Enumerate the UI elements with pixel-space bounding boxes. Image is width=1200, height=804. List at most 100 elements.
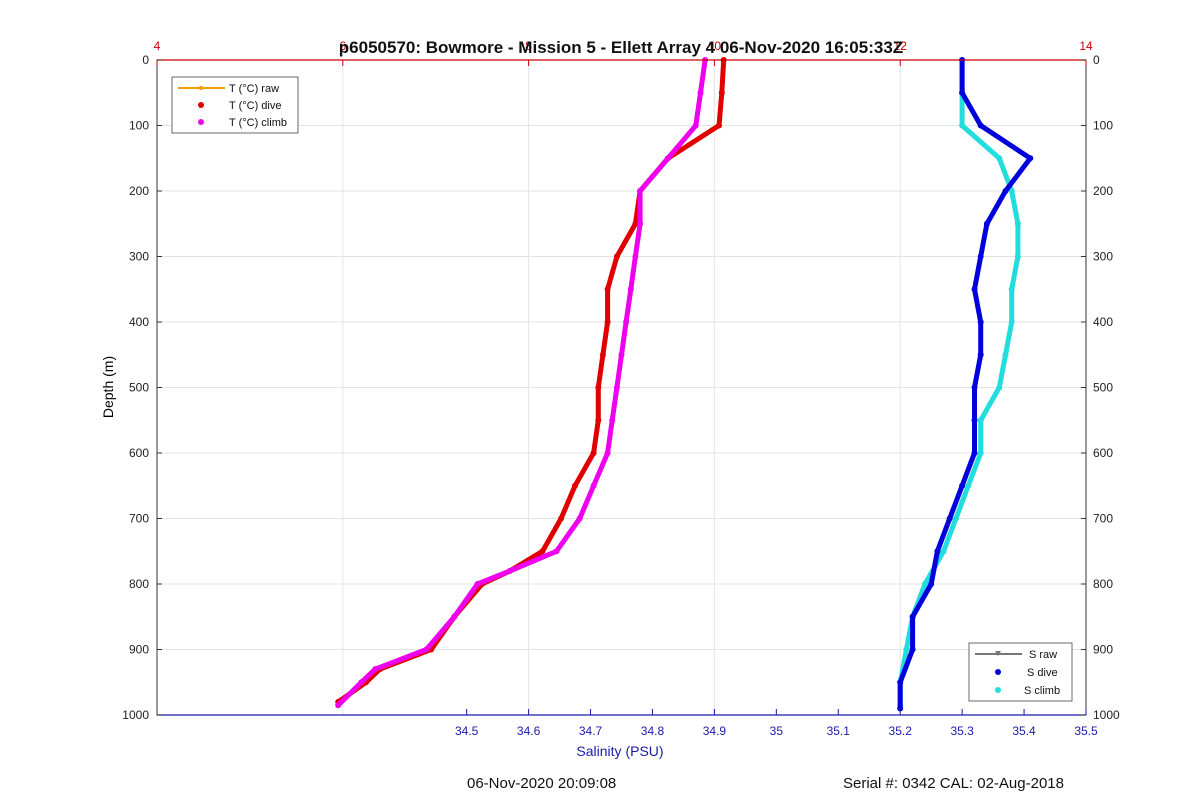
y-tick-label-left: 0 bbox=[142, 53, 149, 67]
y-tick-label-left: 700 bbox=[129, 512, 149, 526]
data-point bbox=[623, 319, 630, 325]
data-point bbox=[665, 155, 671, 162]
top-axis-ticks: 4 6 8 10 12 14 bbox=[154, 39, 1093, 66]
data-point bbox=[977, 319, 984, 325]
data-point bbox=[977, 253, 984, 260]
data-point bbox=[977, 417, 984, 424]
top-tick-label: 10 bbox=[708, 39, 722, 53]
bottom-tick-label: 34.5 bbox=[455, 724, 479, 738]
y-tick-label-left: 100 bbox=[129, 119, 149, 133]
data-point bbox=[697, 89, 704, 96]
data-point bbox=[595, 417, 602, 424]
data-point bbox=[1014, 253, 1021, 260]
data-point bbox=[590, 450, 597, 456]
y-axis-label: Depth (m) bbox=[100, 356, 116, 418]
data-point bbox=[595, 384, 602, 391]
y-tick-label-left: 800 bbox=[129, 577, 149, 591]
data-point bbox=[977, 351, 984, 358]
legend-salinity-box bbox=[968, 642, 1073, 702]
legend-s-climb-marker bbox=[995, 687, 1001, 693]
bottom-axis-ticks: 34.5 34.6 34.7 34.8 34.9 35 35.1 35.2 35.3 35.4 35… bbox=[455, 709, 1098, 738]
y-tick-label-right: 1000 bbox=[1093, 708, 1120, 722]
y-tick-label-left: 300 bbox=[129, 250, 149, 264]
data-point bbox=[599, 351, 606, 358]
data-point bbox=[632, 220, 639, 227]
bottom-tick-label: 35.3 bbox=[950, 724, 974, 738]
top-tick-label: 4 bbox=[154, 39, 161, 53]
data-point bbox=[609, 417, 616, 424]
data-point bbox=[604, 319, 611, 325]
legend-s-dive-label: S dive bbox=[1027, 667, 1058, 679]
data-point bbox=[553, 548, 560, 555]
legend-temperature-box bbox=[171, 76, 299, 134]
top-tick-label: 12 bbox=[894, 39, 908, 53]
y-tick-label-right: 200 bbox=[1093, 184, 1113, 198]
data-point bbox=[959, 482, 966, 489]
data-point bbox=[971, 417, 978, 424]
legend-t-raw-label: T (°C) raw bbox=[229, 83, 279, 95]
y-tick-label-left: 1000 bbox=[122, 708, 149, 722]
bottom-tick-label: 35.5 bbox=[1074, 724, 1098, 738]
y-tick-label-right: 800 bbox=[1093, 577, 1113, 591]
data-point bbox=[996, 384, 1003, 391]
data-point bbox=[637, 220, 644, 227]
data-point bbox=[909, 646, 916, 653]
legend-temperature: T (°C) raw T (°C) dive T (°C) climb bbox=[171, 76, 299, 134]
data-point bbox=[627, 286, 634, 293]
data-point bbox=[1008, 188, 1015, 194]
top-tick-label: 6 bbox=[339, 39, 346, 53]
y-tick-label-right: 500 bbox=[1093, 381, 1113, 395]
bottom-tick-label: 34.9 bbox=[703, 724, 727, 738]
series-layer bbox=[335, 57, 1034, 712]
data-point bbox=[604, 286, 611, 293]
data-point bbox=[996, 155, 1003, 162]
data-point bbox=[423, 646, 430, 653]
data-point bbox=[971, 286, 978, 293]
data-point bbox=[977, 122, 984, 129]
y-tick-label-right: 600 bbox=[1093, 446, 1113, 460]
data-point bbox=[983, 220, 990, 227]
legend-t-dive-label: T (°C) dive bbox=[229, 100, 281, 112]
data-point bbox=[507, 567, 513, 574]
data-point bbox=[474, 581, 481, 587]
legend-s-raw-marker bbox=[995, 651, 1001, 656]
bottom-tick-label: 35 bbox=[770, 724, 784, 738]
data-point bbox=[1008, 319, 1015, 325]
series-s-dive bbox=[897, 57, 1034, 712]
data-point bbox=[897, 705, 904, 712]
data-point bbox=[613, 384, 620, 391]
data-point bbox=[451, 613, 458, 620]
data-point bbox=[604, 450, 611, 456]
y-axis-ticks: 0 0 100 100 200 200 300 300 400 400 500 500 600 600 70… bbox=[122, 53, 1120, 722]
top-tick-label: 14 bbox=[1079, 39, 1093, 53]
x-axis-label: Salinity (PSU) bbox=[576, 743, 663, 759]
data-point bbox=[909, 613, 916, 620]
data-point bbox=[1002, 351, 1009, 358]
footer-datetime: 06-Nov-2020 20:09:08 bbox=[467, 775, 616, 792]
data-point bbox=[1014, 220, 1021, 227]
data-point bbox=[692, 122, 699, 129]
data-point bbox=[977, 450, 984, 456]
data-point bbox=[940, 548, 947, 555]
series-t-c-climb bbox=[335, 57, 709, 709]
data-point bbox=[959, 122, 966, 129]
data-point bbox=[572, 482, 578, 489]
y-tick-label-left: 900 bbox=[129, 643, 149, 657]
legend-t-raw-marker bbox=[198, 85, 204, 91]
y-tick-label-right: 100 bbox=[1093, 119, 1113, 133]
data-point bbox=[716, 122, 722, 129]
legend-salinity: S raw S dive S climb bbox=[968, 642, 1073, 702]
legend-t-climb-label: T (°C) climb bbox=[229, 117, 287, 129]
data-point bbox=[539, 548, 546, 555]
y-tick-label-left: 500 bbox=[129, 381, 149, 395]
data-point bbox=[922, 581, 928, 587]
footer-serial-cal: Serial #: 0342 CAL: 02-Aug-2018 bbox=[843, 775, 1064, 792]
bottom-tick-label: 34.8 bbox=[641, 724, 665, 738]
y-tick-label-right: 300 bbox=[1093, 250, 1113, 264]
data-point bbox=[946, 515, 953, 522]
data-point bbox=[718, 89, 725, 96]
legend-s-dive-marker bbox=[995, 669, 1001, 675]
legend-s-climb-label: S climb bbox=[1024, 685, 1060, 697]
legend-t-dive-marker bbox=[198, 102, 204, 108]
y-tick-label-left: 200 bbox=[129, 184, 149, 198]
